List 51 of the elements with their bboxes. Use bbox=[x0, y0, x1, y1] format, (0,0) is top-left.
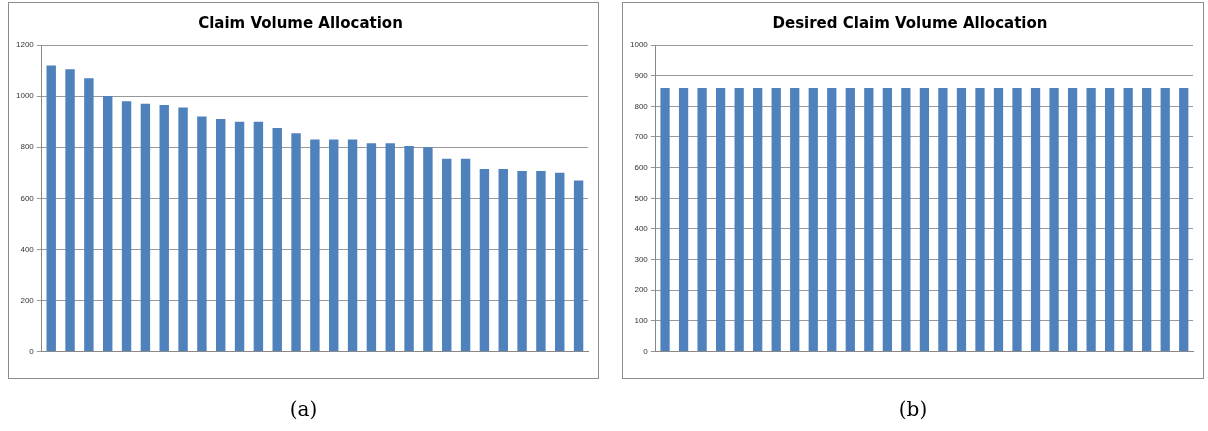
bar bbox=[216, 119, 226, 352]
chart-title: Claim Volume Allocation bbox=[198, 13, 403, 32]
bar bbox=[272, 128, 282, 352]
bar bbox=[366, 143, 377, 352]
bar bbox=[385, 143, 395, 352]
bar bbox=[479, 168, 490, 352]
text: (a) bbox=[288, 397, 319, 421]
bar bbox=[498, 168, 508, 352]
y-tick-label: 500 bbox=[634, 193, 649, 203]
bar bbox=[442, 158, 452, 352]
bar bbox=[103, 96, 113, 352]
y-tick-label: 1000 bbox=[16, 91, 35, 101]
y-tick-label: 1000 bbox=[630, 40, 649, 50]
y-tick-label: 0 bbox=[29, 346, 35, 356]
y-tick-label: 400 bbox=[634, 224, 649, 234]
bar bbox=[140, 103, 151, 352]
y-tick-label: 200 bbox=[634, 285, 649, 295]
text: (b) bbox=[897, 397, 929, 421]
y-tick-label: 100 bbox=[634, 316, 649, 326]
y-tick-label: 800 bbox=[20, 142, 35, 152]
bar bbox=[423, 147, 433, 352]
bar bbox=[517, 170, 527, 352]
bar bbox=[84, 78, 94, 352]
bar bbox=[329, 139, 339, 352]
bar bbox=[291, 133, 301, 352]
bar bbox=[65, 69, 75, 352]
y-tick-label: 1200 bbox=[16, 40, 35, 50]
bar bbox=[555, 172, 565, 352]
bar bbox=[46, 65, 56, 352]
bar bbox=[573, 180, 584, 352]
y-tick-label: 300 bbox=[634, 254, 649, 264]
y-tick-label: 600 bbox=[634, 162, 649, 172]
y-tick-label: 700 bbox=[634, 132, 649, 142]
y-tick-label: 200 bbox=[20, 295, 35, 305]
y-tick-label: 400 bbox=[20, 244, 35, 254]
bar bbox=[197, 116, 207, 352]
bar bbox=[536, 170, 546, 352]
bar bbox=[310, 139, 320, 352]
bar bbox=[159, 105, 169, 352]
y-tick-label: 800 bbox=[634, 101, 649, 111]
y-tick-label: 600 bbox=[20, 193, 35, 203]
bar bbox=[234, 121, 245, 352]
y-tick-label: 900 bbox=[634, 70, 649, 80]
bar bbox=[347, 139, 358, 352]
bar bbox=[460, 158, 471, 352]
bar bbox=[253, 121, 264, 352]
y-tick-label: 0 bbox=[643, 346, 649, 356]
bar bbox=[404, 145, 414, 352]
chart-title: Desired Claim Volume Allocation bbox=[772, 13, 1048, 32]
bar bbox=[121, 101, 132, 352]
bar bbox=[178, 107, 188, 352]
